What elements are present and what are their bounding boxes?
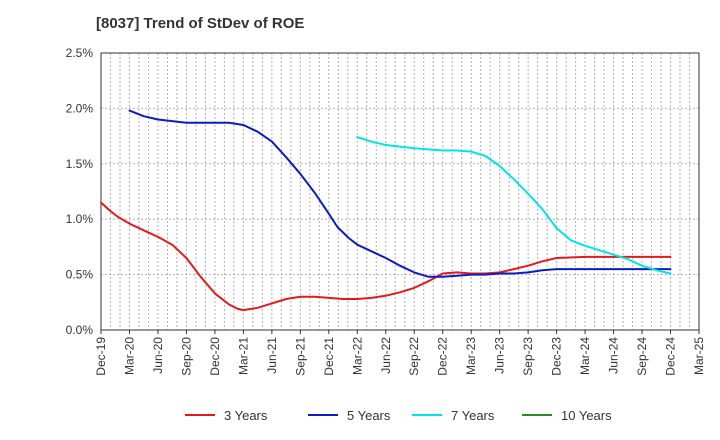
- plot-frame: [100, 52, 700, 331]
- series-lines: [100, 109, 672, 312]
- x-tick-label: Mar-23: [464, 337, 478, 375]
- x-tick-label: Jun-23: [493, 337, 507, 374]
- chart-title: [8037] Trend of StDev of ROE: [96, 15, 304, 32]
- grid: [100, 52, 700, 331]
- x-tick-label: Jun-24: [607, 337, 621, 374]
- x-tick-label: Dec-19: [94, 337, 108, 376]
- legend-label: 5 Years: [347, 408, 391, 423]
- legend-label: 10 Years: [561, 408, 612, 423]
- plot-area: [101, 53, 699, 330]
- y-tick-label: 0.5%: [66, 268, 94, 282]
- series-line-3-years: [100, 201, 672, 312]
- x-tick-label: Jun-21: [265, 337, 279, 374]
- x-tick-label: Jun-22: [379, 337, 393, 374]
- series-line-5-years: [128, 109, 672, 278]
- x-tick-label: Mar-20: [122, 337, 136, 375]
- x-tick-label: Dec-20: [208, 337, 222, 376]
- x-tick-label: Sep-22: [407, 337, 421, 376]
- x-tick-label: Mar-21: [236, 337, 250, 375]
- x-tick-label: Sep-20: [179, 337, 193, 376]
- x-tick-label: Sep-21: [293, 337, 307, 376]
- axes: 0.0% 0.5% 1.0% 1.5% 2.0% 2.5% Dec-19 Mar-20 Jun-…: [66, 46, 706, 376]
- y-tick-label: 1.0%: [66, 212, 94, 226]
- x-tick-label: Mar-22: [350, 337, 364, 375]
- y-tick-label: 1.5%: [66, 157, 94, 171]
- x-tick-label: Jun-20: [151, 337, 165, 374]
- x-tick-label: Sep-23: [521, 337, 535, 376]
- x-tick-label: Mar-25: [692, 337, 706, 375]
- y-tick-label: 2.5%: [66, 46, 94, 60]
- x-tick-label: Dec-24: [664, 337, 678, 376]
- y-tick-label: 2.0%: [66, 101, 94, 115]
- x-tick-label: Dec-21: [322, 337, 336, 376]
- series-line-7-years: [356, 136, 672, 275]
- x-tick-label: Mar-24: [578, 337, 592, 375]
- legend-label: 7 Years: [451, 408, 495, 423]
- x-tick-label: Dec-23: [550, 337, 564, 376]
- legend: 3 Years 5 Years 7 Years 10 Years: [185, 408, 612, 423]
- y-tick-label: 0.0%: [66, 323, 94, 337]
- x-tick-label: Sep-24: [635, 337, 649, 376]
- legend-label: 3 Years: [224, 408, 268, 423]
- x-tick-label: Dec-22: [436, 337, 450, 376]
